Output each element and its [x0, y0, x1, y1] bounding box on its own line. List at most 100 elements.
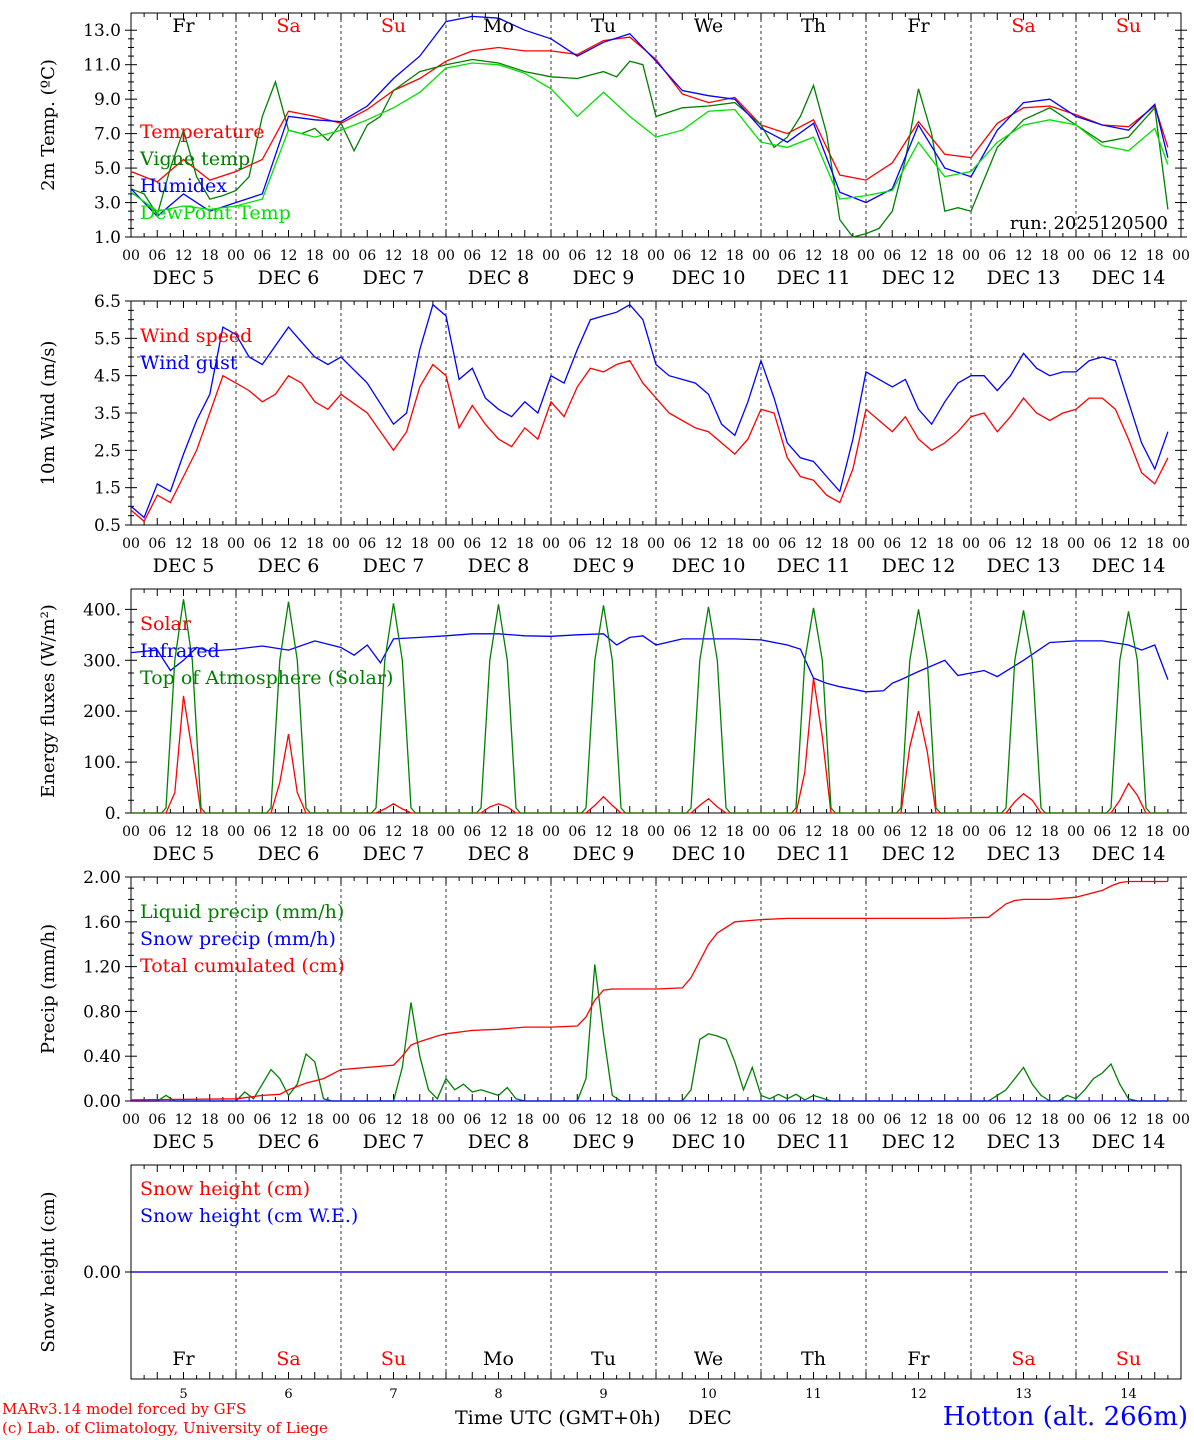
- hour-label: 12: [595, 536, 613, 552]
- hour-label: 06: [568, 248, 586, 264]
- hour-label: 12: [280, 536, 298, 552]
- hour-label: 06: [253, 248, 271, 264]
- hour-label: 18: [306, 536, 324, 552]
- hour-label: 00: [1172, 536, 1190, 552]
- legend-entry: Infrared: [140, 640, 220, 662]
- hour-label: 06: [883, 1112, 901, 1128]
- hour-label: 12: [1120, 824, 1138, 840]
- y-tick-label: 0.00: [83, 1263, 121, 1283]
- day-number-label: 8: [494, 1387, 502, 1402]
- day-number-label: 7: [389, 1387, 397, 1402]
- hour-label: 06: [883, 248, 901, 264]
- run-label: run: 2025120500: [1010, 213, 1168, 234]
- hour-label: 06: [883, 536, 901, 552]
- hour-label: 06: [358, 1112, 376, 1128]
- date-label: DEC 13: [987, 267, 1061, 289]
- day-number-label: 12: [910, 1387, 927, 1402]
- hour-label: 12: [1015, 1112, 1033, 1128]
- hour-label: 12: [385, 248, 403, 264]
- series-line-infrared: [130, 633, 1169, 693]
- day-number-label: 9: [599, 1387, 607, 1402]
- series-line-liquid-precip-mm-h-: [131, 964, 1168, 1102]
- date-label: DEC 6: [258, 555, 320, 577]
- hour-label: 00: [437, 1112, 455, 1128]
- y-tick-label: 5.5: [94, 329, 121, 349]
- weekday-label: Fr: [172, 15, 195, 37]
- legend-entry: Temperature: [140, 121, 264, 143]
- weekday-label: Su: [381, 15, 406, 37]
- hour-label: 00: [542, 824, 560, 840]
- weekday-label: Tu: [591, 15, 616, 37]
- hour-label: 12: [910, 824, 928, 840]
- legend-entry: Wind gust: [140, 352, 238, 374]
- hour-label: 06: [253, 824, 271, 840]
- date-label: DEC 10: [672, 843, 746, 865]
- hour-label: 06: [1093, 824, 1111, 840]
- hour-label: 12: [280, 824, 298, 840]
- hour-label: 12: [490, 824, 508, 840]
- date-label: DEC 8: [468, 843, 530, 865]
- date-label: DEC 11: [777, 1131, 851, 1153]
- y-tick-label: 9.0: [94, 90, 121, 110]
- hour-label: 12: [385, 1112, 403, 1128]
- weekday-label: Mo: [483, 15, 514, 37]
- hour-label: 12: [700, 1112, 718, 1128]
- hour-label: 18: [1041, 248, 1059, 264]
- hour-label: 18: [1146, 1112, 1164, 1128]
- hour-label: 18: [411, 824, 429, 840]
- energy-frame: [130, 588, 1182, 814]
- hour-label: 06: [463, 824, 481, 840]
- series-line-wind-gust: [130, 303, 1169, 519]
- date-label: DEC 14: [1092, 267, 1166, 289]
- hour-label: 06: [148, 536, 166, 552]
- hour-label: 06: [148, 1112, 166, 1128]
- hour-label: 18: [621, 1112, 639, 1128]
- hour-label: 00: [752, 824, 770, 840]
- hour-label: 18: [621, 824, 639, 840]
- hour-label: 18: [936, 1112, 954, 1128]
- legend-entry: DewPoint Temp: [140, 202, 291, 224]
- energy-panel: 0. 100. 200. 300. 400. Energy fluxes (W/m²) So…: [38, 588, 1190, 865]
- weekday-label: Th: [801, 1348, 826, 1370]
- hour-label: 06: [463, 248, 481, 264]
- weekday-label: Su: [1116, 1348, 1141, 1370]
- date-label: DEC 7: [363, 555, 425, 577]
- series-line-top-of-atmosphere-solar-: [131, 599, 1168, 814]
- y-tick-label: 0.00: [83, 1092, 121, 1112]
- hour-label: 00: [962, 536, 980, 552]
- date-label: DEC 13: [987, 843, 1061, 865]
- hour-label: 18: [1041, 536, 1059, 552]
- hour-label: 00: [1067, 1112, 1085, 1128]
- legend-entry: Wind speed: [140, 325, 252, 347]
- date-label: DEC 14: [1092, 1131, 1166, 1153]
- hour-label: 00: [122, 1112, 140, 1128]
- temperature-ylabel: 2m Temp. (ºC): [38, 59, 59, 191]
- hour-label: 06: [463, 1112, 481, 1128]
- hour-label: 00: [962, 824, 980, 840]
- hour-label: 12: [910, 248, 928, 264]
- hour-label: 18: [306, 824, 324, 840]
- hour-label: 18: [201, 536, 219, 552]
- hour-label: 00: [962, 248, 980, 264]
- hour-label: 12: [1015, 824, 1033, 840]
- hour-label: 06: [1093, 248, 1111, 264]
- hour-label: 06: [253, 1112, 271, 1128]
- weekday-label: Fr: [172, 1348, 195, 1370]
- hour-label: 18: [201, 248, 219, 264]
- legend-entry: Vigne temp: [139, 148, 250, 170]
- hour-label: 06: [778, 1112, 796, 1128]
- hour-label: 18: [516, 824, 534, 840]
- y-tick-label: 3.5: [94, 404, 121, 424]
- hour-label: 12: [490, 248, 508, 264]
- hour-label: 06: [358, 248, 376, 264]
- hour-label: 00: [752, 536, 770, 552]
- series-line-total-cumulated-cm-: [130, 880, 1168, 1101]
- hour-label: 18: [1041, 1112, 1059, 1128]
- hour-label: 18: [411, 1112, 429, 1128]
- y-tick-label: 6.5: [94, 292, 121, 312]
- date-label: DEC 14: [1092, 843, 1166, 865]
- weekday-label: Fr: [907, 1348, 930, 1370]
- weekday-label: Su: [381, 1348, 406, 1370]
- hour-label: 18: [831, 1112, 849, 1128]
